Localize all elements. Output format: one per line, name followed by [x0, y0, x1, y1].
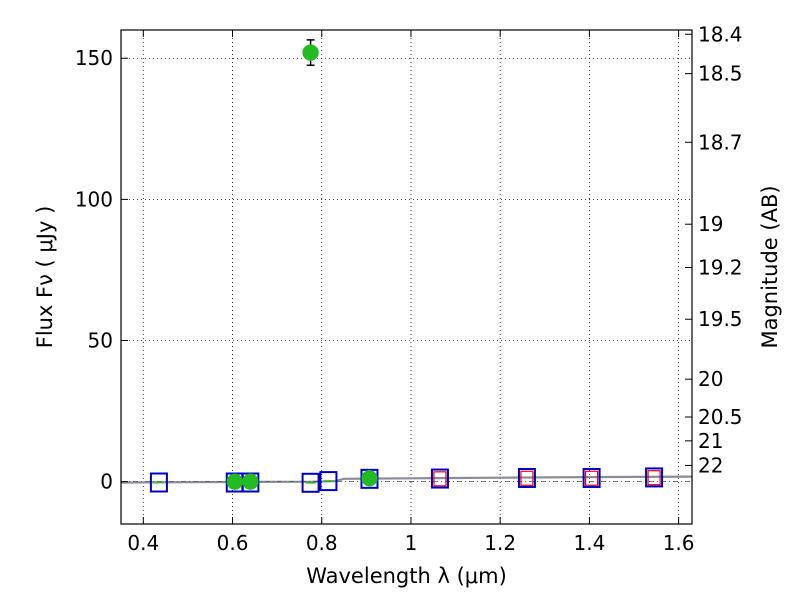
photometry-point: [242, 473, 259, 490]
model-flux-square: [149, 472, 168, 493]
magnitude-tick-label: 20: [698, 367, 723, 391]
model-flux-square: [430, 468, 449, 489]
photometry-upper-limit-box: [647, 470, 661, 486]
grid: [121, 30, 692, 524]
x-tick-labels: 0.4 0.6 0.8 1 1.2 1.4 1.6: [127, 531, 694, 555]
plot-frame: [120, 29, 693, 525]
model-flux-square: [301, 472, 320, 493]
model-flux-square: [645, 467, 664, 488]
magnitude-tick-label: 18.5: [698, 62, 743, 86]
right-axis-title: Magnitude (AB): [758, 185, 782, 348]
photometry-upper-limit-box: [433, 471, 447, 487]
magnitude-tick-label: 21: [698, 429, 723, 453]
magnitude-tick-label: 19.2: [698, 256, 743, 280]
data-points: [149, 39, 664, 493]
magnitude-tick-label: 18.4: [698, 22, 743, 46]
x-tick-label: 1: [405, 531, 418, 555]
model-sed-curve: [120, 475, 693, 484]
tick-marks: [121, 30, 692, 524]
photometry-point: [361, 470, 378, 487]
photometry-upper-limit-box: [520, 470, 534, 486]
magnitude-tick-label: 19: [698, 212, 723, 236]
model-curve-layer: [120, 475, 693, 484]
y-tick-label: 150: [75, 46, 113, 70]
model-flux-square: [319, 471, 338, 492]
x-tick-label: 0.6: [217, 531, 249, 555]
x-tick-label: 0.4: [127, 531, 159, 555]
photometry-point: [226, 473, 244, 490]
y-tick-label: 50: [88, 329, 113, 353]
x-axis-title: Wavelength λ (μm): [306, 564, 507, 588]
photometry-upper-limit-box: [585, 470, 599, 486]
magnitude-tick-label: 22: [698, 453, 723, 477]
x-tick-label: 1.4: [573, 531, 605, 555]
magnitude-tick-label: 18.7: [698, 130, 743, 154]
x-tick-label: 1.2: [484, 531, 516, 555]
magnitude-tick-label: 20.5: [698, 405, 743, 429]
y-tick-labels: 0 50 100 150: [75, 46, 113, 493]
model-flux-square: [582, 467, 601, 488]
x-tick-label: 1.6: [663, 531, 695, 555]
x-tick-label: 0.8: [306, 531, 338, 555]
y-tick-label: 0: [100, 470, 113, 494]
magnitude-tick-label: 19.5: [698, 307, 743, 331]
photometry-point: [302, 44, 319, 61]
model-flux-square: [517, 467, 536, 488]
y-axis-title: Flux Fν ( μJy ): [33, 206, 57, 349]
y-tick-label: 100: [75, 187, 113, 211]
